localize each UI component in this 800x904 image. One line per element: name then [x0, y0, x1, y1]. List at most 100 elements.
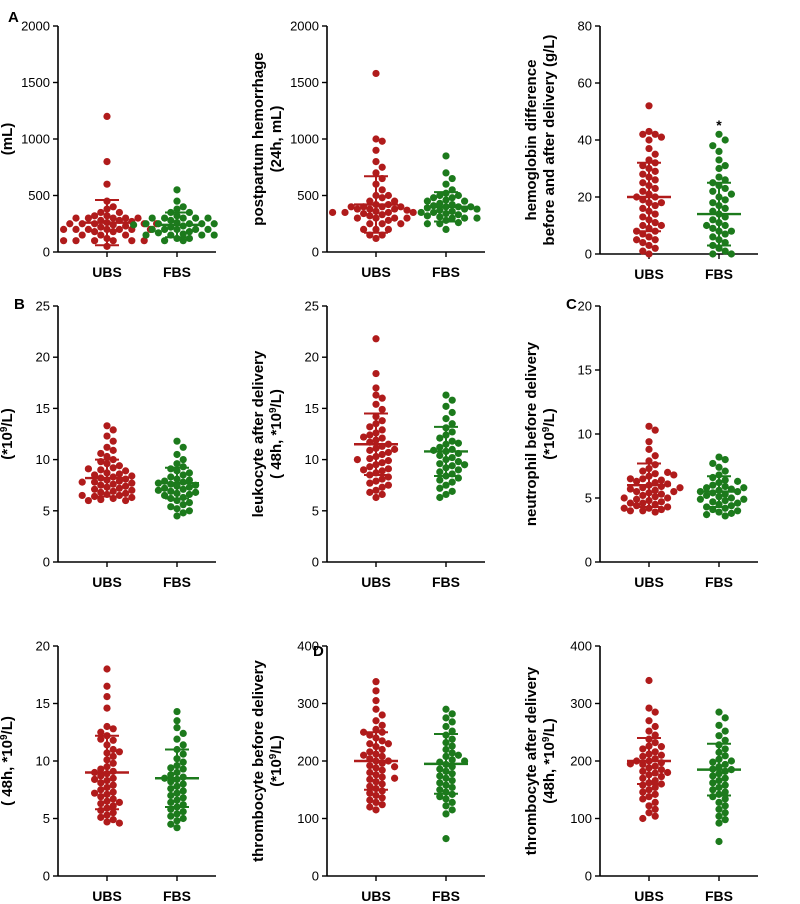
data-point-fbs: [179, 814, 187, 823]
data-point-ubs: [341, 208, 349, 217]
data-point-fbs: [436, 451, 444, 460]
data-point-ubs: [97, 466, 105, 474]
data-point-fbs: [448, 776, 456, 785]
x-tick-label-fbs: FBS: [705, 574, 733, 590]
data-point-ubs: [403, 206, 411, 214]
data-point-fbs: [436, 460, 444, 468]
y-tick-label: 5: [43, 811, 50, 826]
x-tick-label-ubs: UBS: [634, 574, 664, 590]
data-point-fbs: [709, 489, 717, 497]
data-point-fbs: [185, 490, 193, 499]
data-point-ubs: [366, 803, 374, 811]
data-point-ubs: [372, 234, 380, 243]
data-point-fbs: [161, 225, 169, 233]
data-point-fbs: [703, 503, 711, 511]
data-point-fbs: [709, 199, 717, 207]
data-point-ubs: [109, 736, 117, 744]
data-point-fbs: [167, 771, 175, 779]
data-point-ubs: [122, 222, 130, 230]
data-point-ubs: [657, 482, 666, 491]
data-point-ubs: [639, 213, 647, 221]
data-point-fbs: [715, 130, 723, 138]
data-point-ubs: [645, 250, 653, 258]
data-point-fbs: [461, 197, 469, 205]
data-point-ubs: [103, 722, 111, 731]
data-point-ubs: [115, 477, 123, 485]
data-point-fbs: [173, 817, 181, 825]
data-point-fbs: [436, 793, 444, 801]
data-point-ubs: [109, 795, 117, 803]
x-tick-label-ubs: UBS: [361, 264, 391, 280]
data-point-fbs: [721, 760, 729, 769]
data-point-ubs: [109, 480, 117, 488]
data-point-ubs: [651, 219, 659, 227]
data-point-ubs: [639, 499, 647, 507]
data-point-ubs: [115, 798, 123, 807]
data-point-ubs: [391, 205, 399, 213]
data-point-ubs: [651, 130, 659, 138]
data-point-fbs: [436, 786, 444, 794]
data-point-ubs: [645, 156, 653, 164]
data-point-fbs: [727, 502, 736, 510]
data-point-ubs: [397, 220, 405, 228]
y-axis-label-line: thrombocyte before delivery: [250, 659, 267, 861]
data-point-ubs: [109, 725, 117, 733]
y-axis-label-line: ( 48h, *109/L): [0, 716, 16, 806]
data-point-fbs: [721, 482, 729, 491]
data-point-fbs: [154, 229, 162, 237]
data-point-ubs: [109, 752, 117, 761]
data-point-ubs: [639, 774, 647, 782]
data-point-ubs: [372, 369, 380, 378]
data-point-ubs: [97, 799, 105, 808]
data-point-ubs: [378, 773, 386, 781]
chart-panel-4: 0 5 10 15 20 25 UBS FBS leukocyte before deliver…: [0, 299, 216, 590]
data-point-fbs: [454, 191, 462, 200]
data-point-fbs: [721, 727, 729, 735]
data-point-ubs: [360, 728, 368, 736]
y-axis-label: intrapartum hemorrhage(mL): [0, 123, 16, 156]
data-point-ubs: [115, 225, 123, 233]
data-point-ubs: [72, 214, 80, 222]
data-point-ubs: [366, 796, 374, 804]
data-point-ubs: [84, 496, 92, 505]
data-point-ubs: [372, 477, 380, 485]
data-point-ubs: [384, 457, 392, 465]
x-tick-label-ubs: UBS: [634, 266, 664, 282]
data-point-fbs: [185, 507, 193, 515]
data-point-fbs: [709, 142, 717, 150]
data-point-fbs: [179, 794, 187, 802]
data-point-ubs: [384, 216, 392, 224]
data-point-fbs: [715, 147, 723, 155]
data-point-ubs: [366, 463, 374, 471]
data-point-fbs: [448, 408, 456, 417]
y-tick-label: 5: [585, 491, 592, 506]
data-point-fbs: [448, 174, 456, 183]
data-point-fbs: [436, 199, 444, 208]
chart-panel-7: 0 5 10 15 20 UBS FBS neutrophil after delivery(…: [0, 639, 216, 904]
data-point-fbs: [740, 484, 748, 492]
data-point-fbs: [436, 484, 444, 492]
data-point-ubs: [378, 745, 386, 754]
data-point-fbs: [442, 402, 450, 410]
data-point-fbs: [161, 214, 169, 222]
data-point-ubs: [639, 221, 647, 230]
data-point-fbs: [448, 453, 456, 462]
data-point-fbs: [442, 152, 450, 160]
y-axis-label: leukocyte after delivery( 48h, *109/L): [250, 350, 285, 517]
data-point-fbs: [442, 169, 450, 177]
data-point-ubs: [378, 186, 386, 194]
data-point-fbs: [185, 228, 193, 236]
data-point-ubs: [360, 209, 368, 218]
data-point-ubs: [645, 136, 653, 144]
data-point-ubs: [372, 725, 380, 733]
data-point-ubs: [639, 204, 647, 212]
data-point-ubs: [109, 774, 117, 782]
x-tick-label-fbs: FBS: [432, 264, 460, 280]
data-point-ubs: [60, 237, 68, 245]
data-point-ubs: [384, 740, 392, 748]
y-axis-label-line: before and after delivery (g/L): [541, 35, 558, 246]
data-point-fbs: [734, 507, 742, 515]
data-point-ubs: [122, 231, 130, 239]
data-point-ubs: [97, 223, 105, 231]
data-point-ubs: [378, 752, 386, 761]
